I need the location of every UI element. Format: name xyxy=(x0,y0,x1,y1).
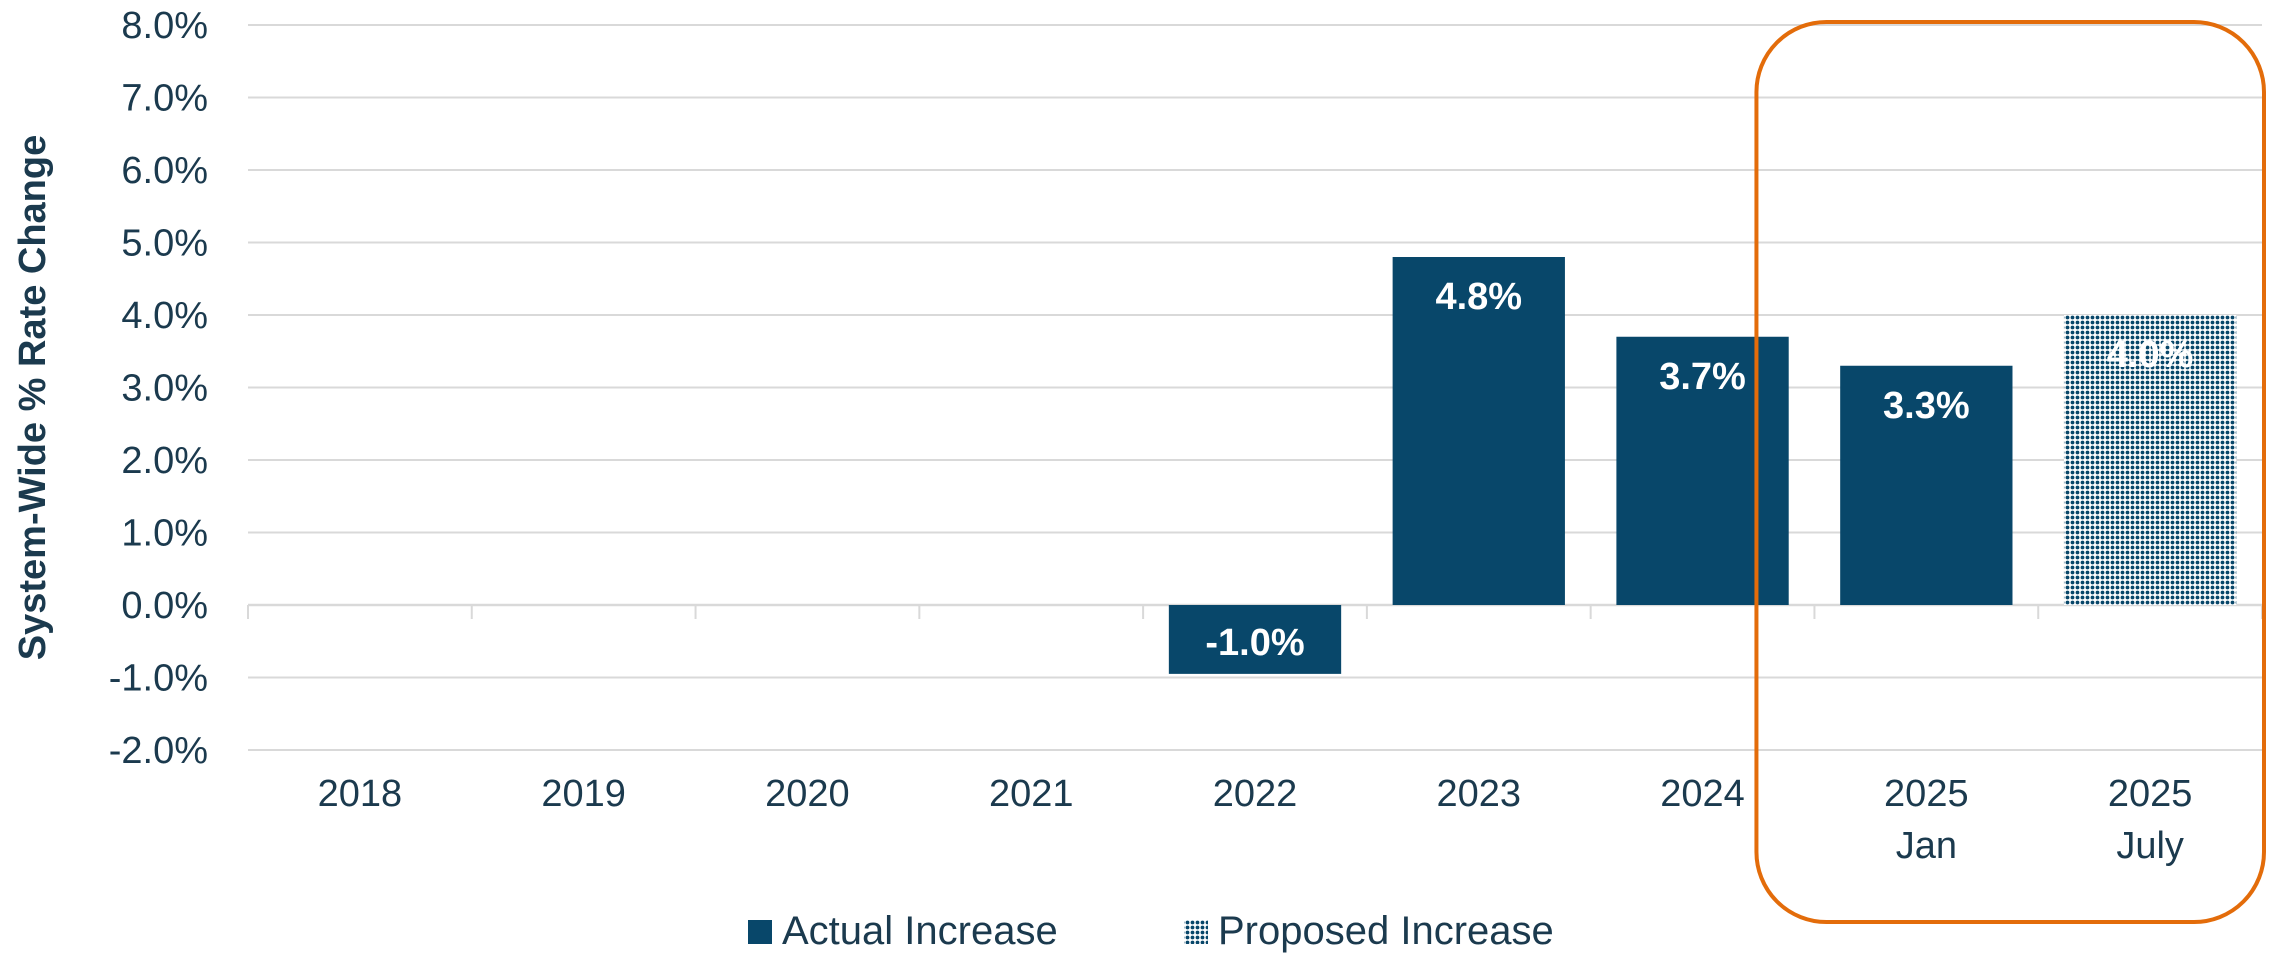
legend-label-actual: Actual Increase xyxy=(782,909,1058,953)
data-label: 3.3% xyxy=(1883,385,1970,427)
x-tick-label: 2025 July xyxy=(2108,773,2193,867)
bar-proposed xyxy=(2063,315,2237,605)
y-tick-label: 5.0% xyxy=(121,223,208,265)
highlight-box xyxy=(1754,20,2266,924)
y-tick-label: 4.0% xyxy=(121,295,208,337)
bar-actual xyxy=(1392,257,1565,605)
data-label: 4.8% xyxy=(1435,276,1522,318)
y-tick-label: 6.0% xyxy=(121,150,208,192)
x-tick-label: 2020 xyxy=(765,773,850,815)
x-tick-label: 2021 xyxy=(989,773,1074,815)
x-tick-label: 2022 xyxy=(1213,773,1298,815)
y-tick-label: 0.0% xyxy=(121,585,208,627)
bar-actual xyxy=(1168,605,1342,674)
x-tick-label: 2023 xyxy=(1437,773,1522,815)
y-tick-label: -1.0% xyxy=(109,658,208,700)
data-label: 4.0% xyxy=(2107,334,2194,376)
y-axis-title: System-Wide % Rate Change xyxy=(12,135,54,660)
legend-swatch-proposed xyxy=(1184,920,1208,944)
y-tick-label: 3.0% xyxy=(121,368,208,410)
y-tick-label: 7.0% xyxy=(121,78,208,120)
y-tick-label: 1.0% xyxy=(121,513,208,555)
x-tick-label: 2024 xyxy=(1660,773,1745,815)
legend: Actual Increase Proposed Increase xyxy=(748,909,1554,953)
bar-actual xyxy=(1840,365,2013,605)
y-tick-label: -2.0% xyxy=(109,730,208,772)
bars xyxy=(1168,257,2237,674)
data-label: 3.7% xyxy=(1659,356,1746,398)
legend-label-proposed: Proposed Increase xyxy=(1218,909,1554,953)
tick-labels: -2.0% -1.0% 0.0% 1.0% 2.0% 3.0% 4.0% 5.0% 6.0% 7.… xyxy=(109,5,2193,867)
bar-actual xyxy=(1616,336,1789,605)
x-tick-label: 2025 Jan xyxy=(1884,773,1969,867)
gridlines xyxy=(248,24,2262,751)
legend-swatch-actual xyxy=(748,920,772,944)
y-tick-label: 8.0% xyxy=(121,5,208,47)
data-label: -1.0% xyxy=(1205,622,1304,664)
data-labels: -1.0% 4.8% 3.7% 3.3% 4.0% xyxy=(1205,276,2193,664)
x-tick-label: 2019 xyxy=(541,773,626,815)
y-tick-label: 2.0% xyxy=(121,440,208,482)
x-tick-label: 2018 xyxy=(318,773,403,815)
